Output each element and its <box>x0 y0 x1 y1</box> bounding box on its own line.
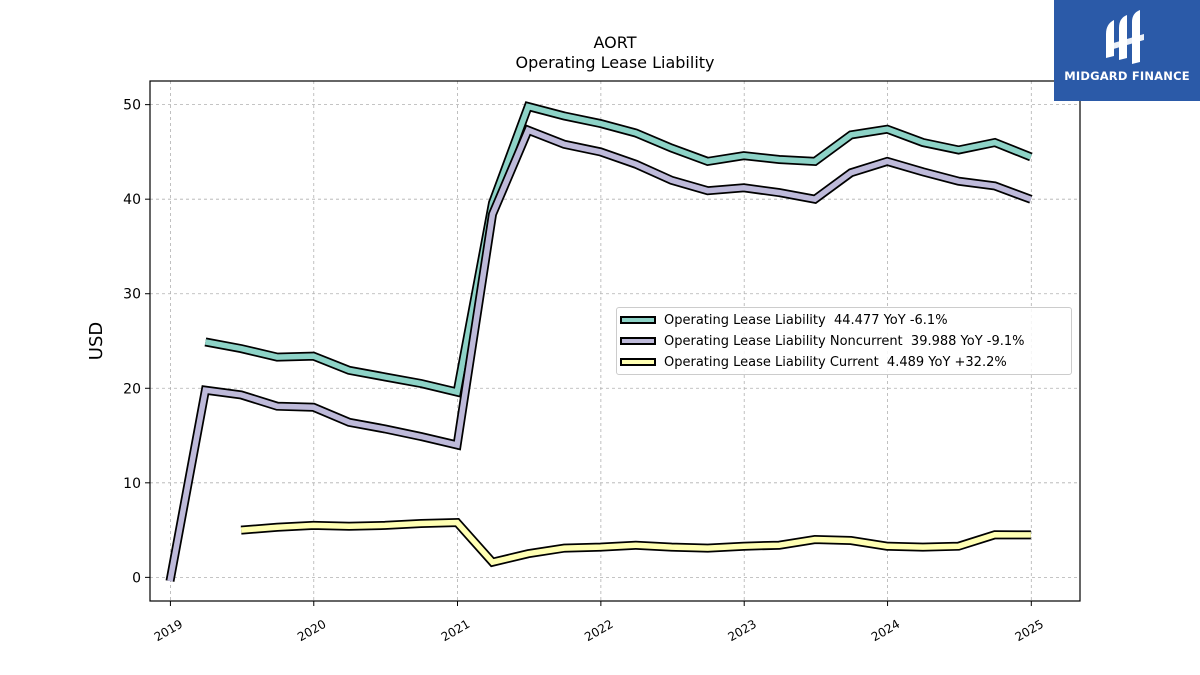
x-tick-label: 2023 <box>725 617 758 644</box>
brand-name: MIDGARD FINANCE <box>1064 69 1190 83</box>
brand-logo: MIDGARD FINANCE <box>1054 0 1200 101</box>
y-tick-label: 50 <box>123 98 141 114</box>
x-tick-label: 2020 <box>295 617 328 644</box>
plot-frame <box>149 80 1081 602</box>
series-lines <box>165 101 1033 582</box>
logo-mark-icon <box>1106 10 1144 64</box>
x-tick-label: 2025 <box>1013 617 1046 644</box>
legend-label-noncurrent: Operating Lease Liability Noncurrent 39.… <box>664 333 1025 349</box>
legend: Operating Lease Liability 44.477 YoY -6.… <box>616 307 1072 375</box>
y-tick-label: 0 <box>132 570 141 586</box>
x-tick-label: 2021 <box>439 617 472 644</box>
chart-subtitle: Operating Lease Liability <box>515 53 714 72</box>
y-tick-label: 10 <box>123 476 141 492</box>
chart-title: AORT <box>594 33 637 52</box>
y-axis-label: USD <box>86 322 107 360</box>
legend-swatch-noncurrent <box>620 337 656 345</box>
legend-swatch-current <box>620 358 656 366</box>
legend-label-current: Operating Lease Liability Current 4.489 … <box>664 354 1007 370</box>
series-current-line <box>240 519 1031 566</box>
legend-item-noncurrent: Operating Lease Liability Noncurrent 39.… <box>620 331 1025 351</box>
x-tick-label: 2019 <box>152 617 185 644</box>
series-total-line <box>204 103 1032 396</box>
y-tick-label: 30 <box>123 287 141 303</box>
legend-swatch-total <box>620 316 656 324</box>
x-tick-label: 2022 <box>582 617 615 644</box>
legend-label-total: Operating Lease Liability 44.477 YoY -6.… <box>664 312 948 328</box>
series-noncurrent-line <box>167 126 1032 582</box>
legend-item-total: Operating Lease Liability 44.477 YoY -6.… <box>620 310 948 330</box>
x-tick-label: 2024 <box>869 617 902 644</box>
y-tick-label: 20 <box>123 381 141 397</box>
y-tick-label: 40 <box>123 192 141 208</box>
legend-item-current: Operating Lease Liability Current 4.489 … <box>620 352 1007 372</box>
